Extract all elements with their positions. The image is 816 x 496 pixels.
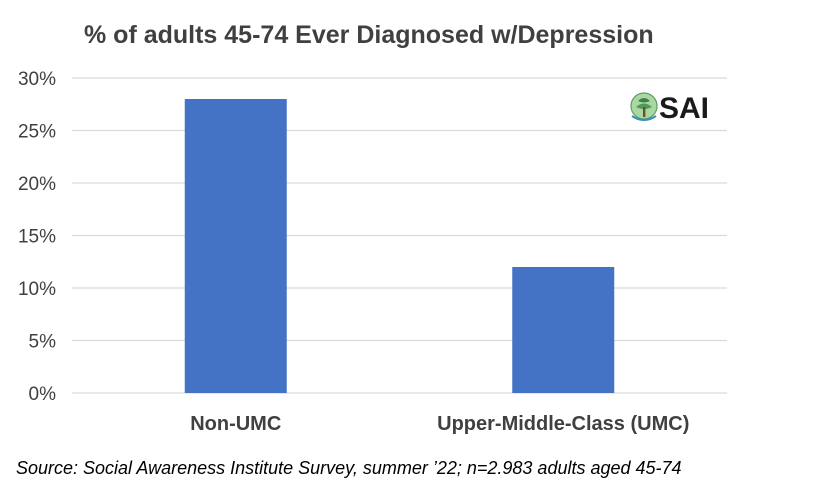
source-note: Source: Social Awareness Institute Surve…	[16, 458, 682, 478]
x-category-label: Non-UMC	[190, 413, 281, 435]
y-axis-tick-labels: 0% 5% 10% 15% 20% 25% 30%	[18, 69, 56, 405]
chart-title: % of adults 45-74 Ever Diagnosed w/Depre…	[84, 21, 654, 49]
y-tick-label: 25%	[18, 122, 56, 143]
y-tick-label: 20%	[18, 174, 56, 195]
bars	[184, 99, 615, 393]
bar-non-umc	[184, 99, 287, 393]
y-tick-label: 30%	[18, 69, 56, 90]
bar-umc	[512, 267, 615, 393]
sai-logo: SAI	[630, 92, 709, 125]
y-tick-label: 10%	[18, 279, 56, 300]
x-category-label: Upper-Middle-Class (UMC)	[437, 413, 689, 435]
tree-globe-icon	[630, 92, 658, 121]
gridlines	[72, 77, 727, 394]
y-tick-label: 15%	[18, 227, 56, 248]
y-tick-label: 5%	[29, 332, 57, 353]
x-axis-category-labels: Non-UMC Upper-Middle-Class (UMC)	[190, 413, 689, 435]
logo-text: SAI	[659, 92, 709, 125]
y-tick-label: 0%	[29, 384, 57, 405]
